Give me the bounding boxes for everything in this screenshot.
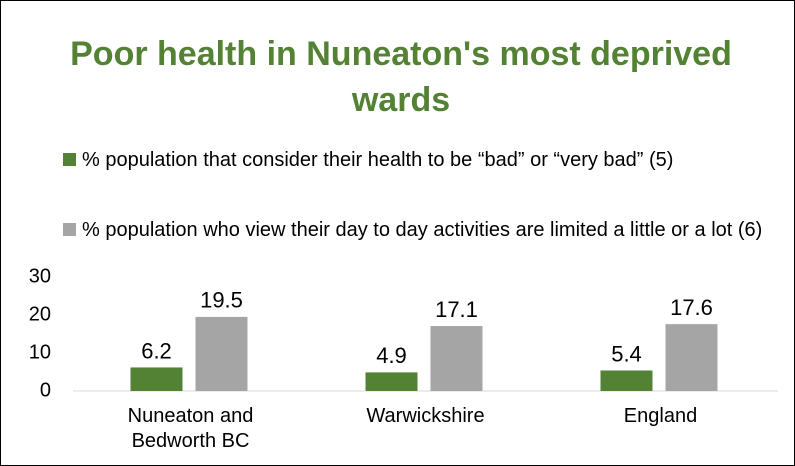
legend-label: % population that consider their health … bbox=[82, 149, 674, 171]
y-tick-label: 0 bbox=[40, 379, 51, 401]
bar bbox=[600, 370, 653, 391]
bar bbox=[430, 326, 483, 391]
data-label: 19.5 bbox=[200, 288, 243, 313]
bar bbox=[665, 324, 718, 391]
legend-item: % population who view their day to day a… bbox=[63, 217, 763, 243]
y-tick-label: 10 bbox=[29, 341, 51, 363]
x-tick-label: Warwickshire bbox=[366, 405, 485, 427]
bar bbox=[195, 316, 248, 391]
data-label: 17.6 bbox=[670, 295, 713, 320]
legend-item: % population that consider their health … bbox=[63, 147, 763, 173]
data-label: 6.2 bbox=[141, 338, 172, 363]
x-tick-label: England bbox=[623, 405, 698, 427]
legend-label: % population who view their day to day a… bbox=[82, 219, 763, 241]
bar bbox=[130, 367, 183, 391]
legend-swatch bbox=[63, 223, 76, 236]
legend-swatch bbox=[63, 153, 76, 166]
chart-title: Poor health in Nuneaton's most deprived … bbox=[70, 35, 732, 119]
y-tick-label: 20 bbox=[29, 303, 51, 325]
x-tick-label: Nuneaton and Bedworth BC bbox=[127, 405, 254, 452]
data-label: 17.1 bbox=[435, 297, 478, 322]
data-label: 5.4 bbox=[611, 341, 642, 366]
y-tick-label: 30 bbox=[29, 265, 51, 287]
bar bbox=[365, 372, 418, 391]
data-label: 4.9 bbox=[376, 343, 407, 368]
